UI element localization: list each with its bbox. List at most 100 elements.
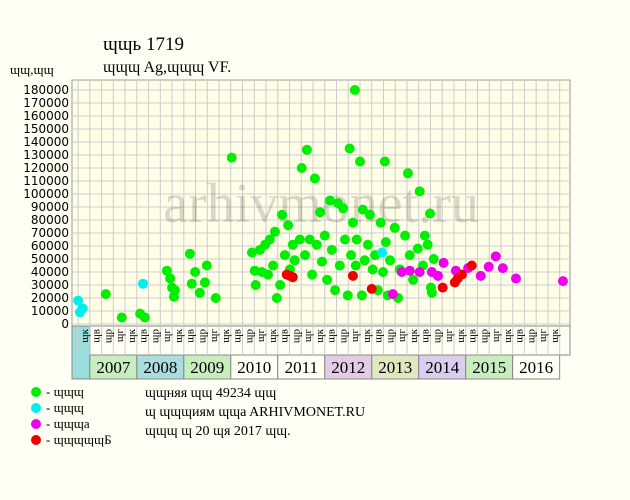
data-point <box>296 163 307 173</box>
data-point <box>339 234 350 245</box>
data-point <box>362 239 373 250</box>
year-label: 2008 <box>143 358 177 377</box>
quarter-label: ɰг <box>255 329 267 343</box>
data-point <box>161 265 172 276</box>
y-tick-label: 180000 <box>23 83 69 97</box>
data-point <box>322 274 333 285</box>
data-point <box>347 217 358 228</box>
quarter-label: ɰк <box>361 328 373 343</box>
y-tick-label: 100000 <box>23 187 69 201</box>
data-point <box>351 234 362 245</box>
data-point <box>210 293 221 303</box>
y-tick-label: 120000 <box>23 161 69 175</box>
data-point <box>262 269 273 280</box>
data-point <box>100 289 111 300</box>
quarter-label: ɰв <box>420 329 432 343</box>
data-point <box>279 250 290 261</box>
quarter-label: ɰр <box>149 329 161 344</box>
year-label: 2014 <box>425 358 460 377</box>
y-tick-label: 30000 <box>31 278 69 292</box>
data-point <box>426 287 437 298</box>
quarter-label: ɰв <box>467 329 479 343</box>
data-point <box>510 273 521 284</box>
y-tick-label: 150000 <box>23 122 69 136</box>
data-point <box>424 208 435 219</box>
data-point <box>389 222 400 233</box>
data-point <box>304 234 315 245</box>
data-point <box>437 282 448 293</box>
year-label: 2015 <box>472 358 506 377</box>
year-band <box>418 354 467 380</box>
quarter-label: ɰв <box>138 329 150 343</box>
data-point <box>194 287 205 298</box>
y-tick-label: 60000 <box>31 239 69 253</box>
data-point <box>438 257 449 268</box>
year-label: 2011 <box>285 358 318 377</box>
data-point <box>315 207 326 218</box>
data-point <box>330 285 341 296</box>
data-point <box>342 290 353 301</box>
year-label: 2010 <box>237 358 271 377</box>
year-label: 2016 <box>519 358 553 377</box>
data-point <box>414 267 425 277</box>
data-point <box>301 144 312 155</box>
data-point <box>359 255 370 266</box>
data-point <box>557 276 568 287</box>
data-point <box>414 186 425 197</box>
data-point <box>300 250 311 261</box>
year-label: 2007 <box>96 358 131 377</box>
data-point <box>307 269 318 280</box>
quarter-label: ɰк <box>408 328 420 343</box>
data-point <box>186 278 197 289</box>
quarter-label: ɰр <box>290 329 302 344</box>
data-point <box>412 243 423 254</box>
quarter-label: ɰв <box>514 329 526 343</box>
data-point <box>387 289 398 300</box>
y-tick-label: 50000 <box>31 252 69 266</box>
data-point <box>490 251 501 262</box>
data-point <box>287 272 298 283</box>
chart-title: ɰɰь 1719 <box>103 34 184 55</box>
note: ɰɰняя ɰɰ 49234 ɰɰ <box>145 386 276 401</box>
data-point <box>190 267 201 277</box>
quarter-label: ɰг <box>490 329 502 343</box>
y-tick-label: 90000 <box>31 200 69 214</box>
note: ɰɰɰ ɰ 20 ɰя 2017 ɰɰ. <box>145 424 291 439</box>
quarter-label: ɰк <box>267 328 279 343</box>
quarter-label: ɰр <box>525 329 537 344</box>
data-point <box>408 274 419 285</box>
data-point <box>226 152 237 163</box>
data-point <box>271 293 282 303</box>
quarter-label: ɰг <box>161 329 173 343</box>
quarter-label: ɰг <box>302 329 314 343</box>
year-label: 2012 <box>331 358 365 377</box>
data-point <box>137 278 148 289</box>
data-point <box>432 270 443 281</box>
quarter-label: ɰв <box>373 329 385 343</box>
quarter-label: ɰр <box>431 329 443 344</box>
data-point <box>354 156 365 167</box>
quarter-label: ɰр <box>478 329 490 344</box>
data-point <box>346 250 357 261</box>
data-point <box>367 264 378 275</box>
data-point <box>456 269 467 280</box>
quarter-label: ɰк <box>455 328 467 343</box>
data-point <box>379 156 390 167</box>
quarter-label: ɰг <box>396 329 408 343</box>
quarter-label: ɰр <box>337 329 349 344</box>
data-point <box>201 260 212 271</box>
data-point <box>483 261 494 272</box>
y-tick-label: 80000 <box>31 213 69 227</box>
quarter-label: ɰв <box>279 329 291 343</box>
data-point <box>116 312 127 323</box>
data-point <box>404 265 415 276</box>
year-band <box>136 354 185 380</box>
quarter-label: ɰв <box>232 329 244 343</box>
data-point <box>73 295 84 306</box>
y-tick-label: 10000 <box>31 304 69 318</box>
data-point <box>378 267 389 277</box>
data-point <box>277 209 288 220</box>
y-tick-label: 20000 <box>31 291 69 305</box>
data-point <box>269 226 280 237</box>
